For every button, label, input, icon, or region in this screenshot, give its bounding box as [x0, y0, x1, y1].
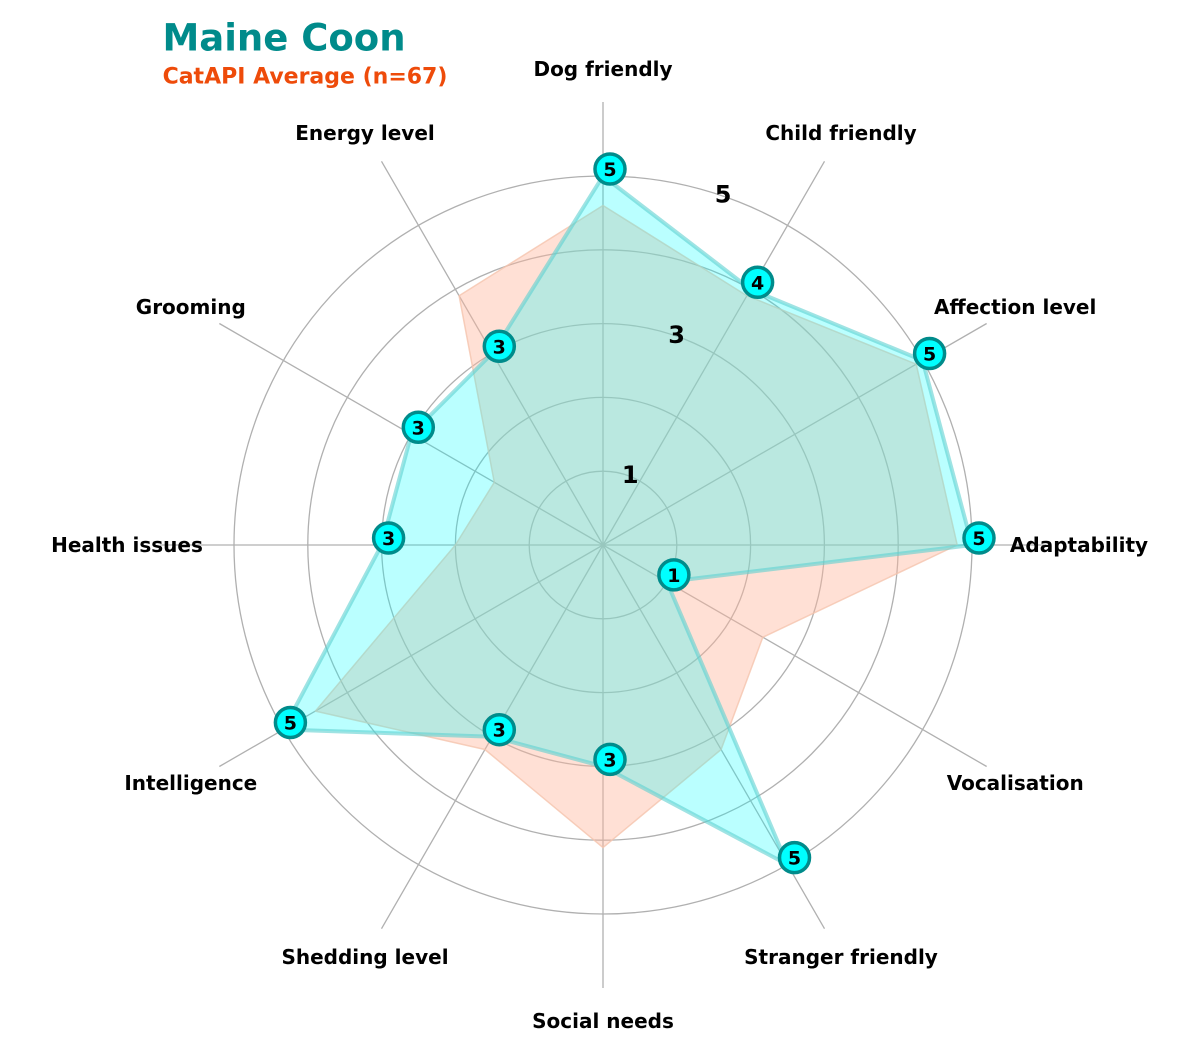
data-label-6: 3: [603, 749, 616, 771]
axis-label-layer: Dog friendly Child friendly Affection leve…: [51, 57, 1148, 1033]
data-point-5: [777, 840, 812, 875]
axis-label-shedding-level: Shedding level: [281, 945, 448, 969]
data-label-5: 5: [788, 848, 801, 870]
data-point-8: [273, 705, 308, 740]
data-label-2: 5: [923, 344, 936, 366]
ring-label-1: 1: [622, 461, 639, 489]
series-polygon-0: [281, 174, 974, 867]
axis-label-social-needs: Social needs: [532, 1009, 674, 1033]
axis-label-child-friendly: Child friendly: [765, 121, 916, 145]
chart-subtitle: CatAPI Average (n=67): [162, 64, 448, 90]
data-point-6: [593, 742, 627, 777]
series-layer: [281, 174, 974, 867]
data-label-1: 4: [751, 272, 764, 294]
data-label-7: 3: [493, 720, 506, 742]
data-point-1: [740, 265, 775, 300]
series-polygon-1: [314, 204, 958, 849]
axis-label-dog-friendly: Dog friendly: [533, 57, 672, 81]
spoke-1: [602, 161, 826, 546]
data-label-10: 3: [412, 417, 425, 439]
axis-label-health-issues: Health issues: [51, 533, 203, 557]
axis-label-vocalisation: Vocalisation: [947, 771, 1084, 795]
data-label-0: 5: [603, 159, 616, 181]
axis-label-stranger-friendly: Stranger friendly: [744, 945, 938, 969]
marker-layer: 5 4 5 5 1 5 3 3 5 3 3 3: [273, 152, 996, 875]
ring-label-layer: 1 3 5: [622, 181, 732, 489]
data-point-7: [482, 712, 517, 747]
axis-label-affection-level: Affection level: [934, 295, 1096, 319]
ring-label-3: 3: [668, 321, 685, 349]
data-label-3: 5: [972, 528, 985, 550]
data-point-3: [962, 521, 996, 555]
chart-title: Maine Coon: [162, 16, 406, 60]
axis-label-energy-level: Energy level: [295, 121, 435, 145]
axis-label-intelligence: Intelligence: [124, 771, 257, 795]
data-point-9: [371, 521, 406, 555]
data-point-11: [482, 329, 517, 364]
ring-label-5: 5: [715, 181, 732, 209]
data-point-4: [657, 558, 691, 592]
data-point-2: [912, 336, 947, 371]
data-label-11: 3: [493, 336, 506, 358]
data-label-4: 1: [667, 565, 680, 587]
axis-label-grooming: Grooming: [136, 295, 246, 319]
data-point-0: [593, 152, 627, 186]
data-label-9: 3: [382, 528, 395, 550]
data-point-10: [401, 410, 436, 445]
axis-label-adaptability: Adaptability: [1010, 533, 1148, 557]
data-label-8: 5: [284, 713, 297, 735]
